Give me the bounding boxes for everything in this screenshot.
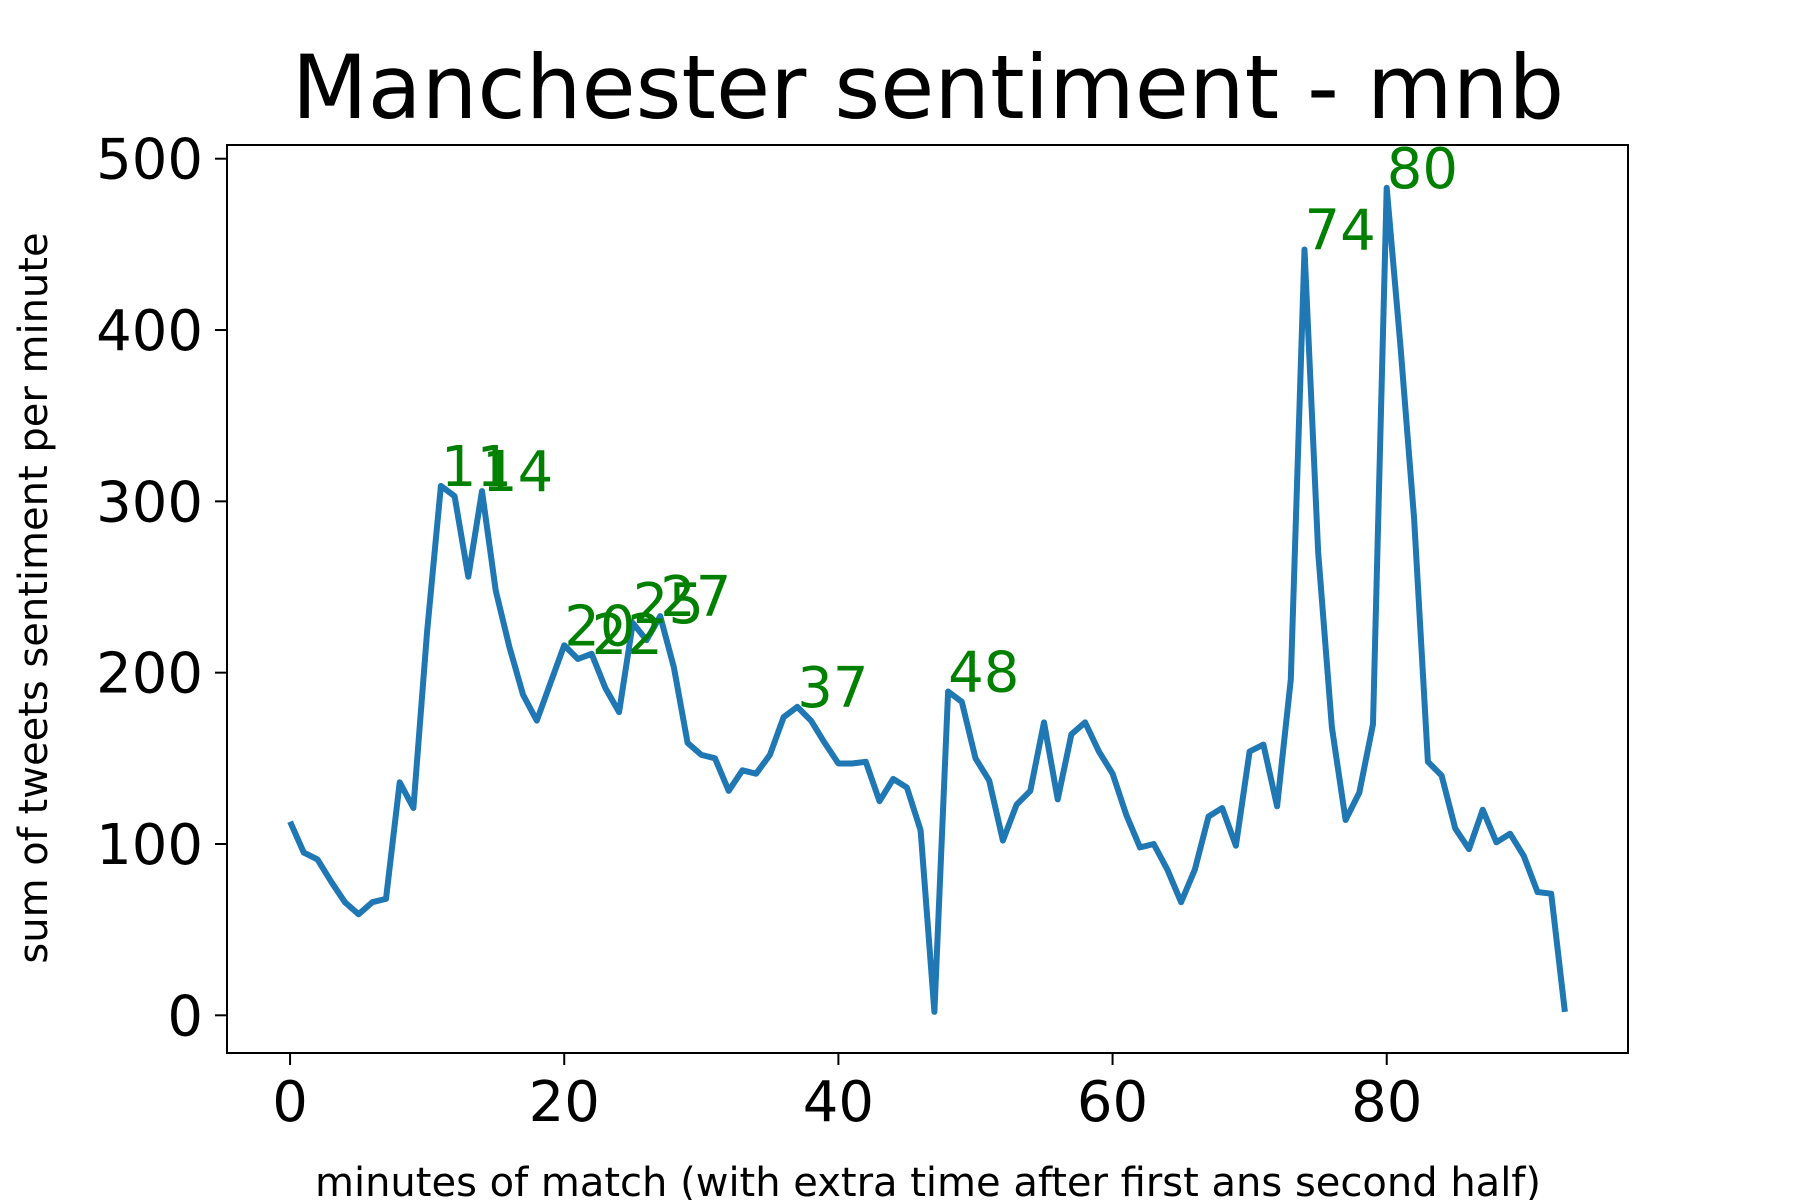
annotation-label: 20	[564, 594, 635, 659]
annotation-label: 48	[948, 641, 1019, 706]
y-tick-label: 200	[96, 642, 203, 707]
chart-title: Manchester sentiment - mnb	[292, 36, 1564, 139]
y-tick-label: 300	[96, 470, 203, 535]
x-tick-label: 20	[529, 1070, 600, 1135]
annotation-label: 74	[1304, 199, 1375, 264]
annotation-label: 27	[660, 565, 731, 630]
annotation-label: 14	[482, 440, 553, 505]
x-tick-label: 80	[1351, 1070, 1422, 1135]
x-tick-label: 60	[1077, 1070, 1148, 1135]
annotation-label: 11	[441, 435, 512, 500]
y-axis: 0 100 200 300 400 500	[96, 128, 227, 1049]
plot-frame	[226, 144, 1629, 1054]
annotation-label: 37	[797, 656, 868, 721]
x-axis-label: minutes of match (with extra time after …	[315, 1160, 1541, 1200]
y-tick-label: 0	[167, 984, 203, 1049]
x-tick-label: 40	[803, 1070, 874, 1135]
y-tick-label: 500	[96, 128, 203, 193]
annotation-label: 22	[592, 603, 663, 668]
y-tick-label: 100	[96, 813, 203, 878]
y-axis-label: sum of tweets sentiment per minute	[11, 232, 57, 963]
annotation-label: 80	[1387, 137, 1458, 202]
y-tick-label: 400	[96, 299, 203, 364]
sentiment-line	[287, 184, 1568, 1015]
x-tick-label: 0	[272, 1070, 308, 1135]
x-axis: 0 20 40 60 80	[272, 1053, 1422, 1135]
annotation-label: 25	[633, 572, 704, 637]
